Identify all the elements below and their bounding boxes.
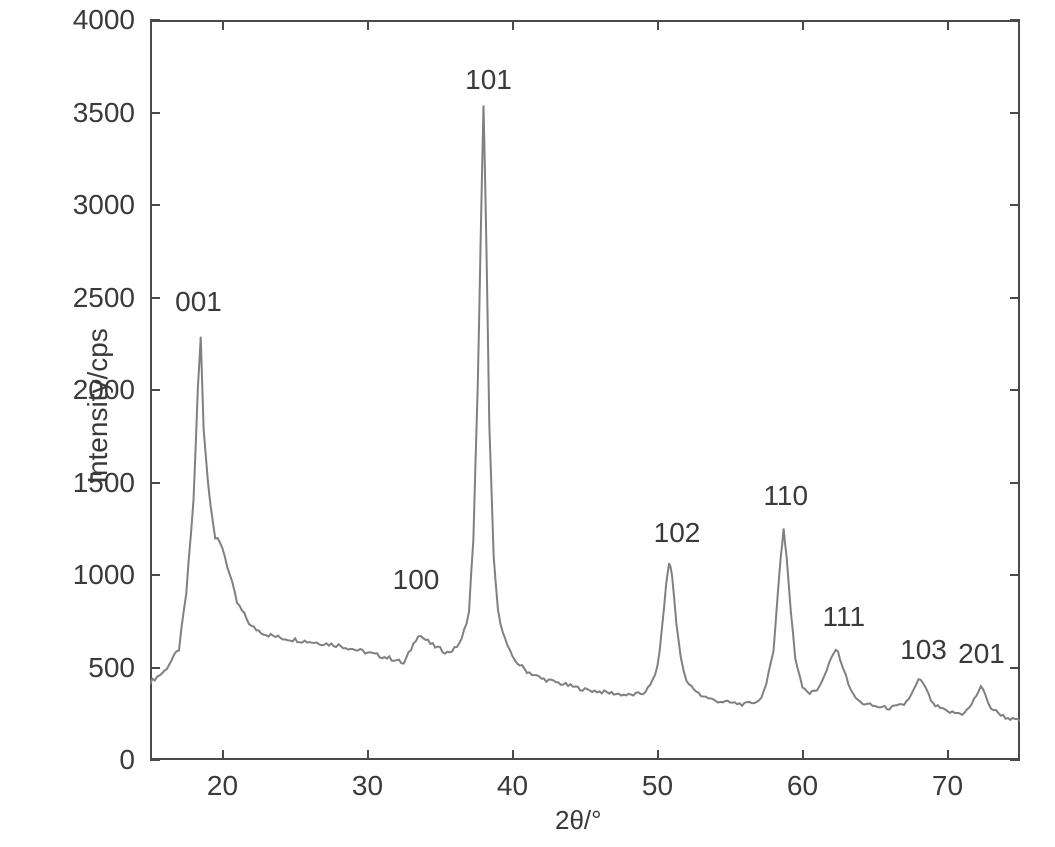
x-tick-mark [512,20,514,30]
y-tick-label: 500 [88,652,135,684]
y-tick-mark [150,19,160,21]
x-tick-label: 20 [203,770,243,802]
x-tick-mark [222,20,224,30]
data-curve [0,0,1055,847]
x-tick-mark [657,20,659,30]
y-tick-mark [1010,19,1020,21]
x-tick-mark [512,750,514,760]
x-tick-label: 70 [928,770,968,802]
y-tick-mark [1010,574,1020,576]
y-tick-mark [150,297,160,299]
y-tick-label: 0 [119,744,135,776]
peak-label: 100 [386,564,446,596]
x-tick-mark [802,20,804,30]
y-tick-label: 1500 [73,467,135,499]
x-tick-mark [802,750,804,760]
peak-label: 201 [952,638,1012,670]
x-tick-mark [367,20,369,30]
xrd-line [150,105,1020,721]
y-tick-mark [150,667,160,669]
y-tick-label: 2500 [73,282,135,314]
y-tick-mark [1010,389,1020,391]
x-tick-mark [657,750,659,760]
y-tick-mark [1010,112,1020,114]
y-tick-mark [1010,667,1020,669]
x-tick-label: 30 [348,770,388,802]
y-tick-label: 3500 [73,97,135,129]
y-tick-label: 1000 [73,559,135,591]
peak-label: 101 [459,64,519,96]
x-tick-label: 50 [638,770,678,802]
y-tick-mark [1010,759,1020,761]
peak-label: 103 [894,634,954,666]
y-tick-mark [1010,482,1020,484]
y-tick-mark [150,204,160,206]
x-tick-mark [367,750,369,760]
y-tick-mark [150,574,160,576]
x-tick-mark [947,20,949,30]
y-tick-mark [1010,297,1020,299]
y-tick-mark [150,482,160,484]
y-tick-label: 2000 [73,374,135,406]
x-tick-mark [222,750,224,760]
y-tick-mark [150,759,160,761]
peak-label: 102 [647,517,707,549]
xrd-chart: Intensity/cps 2θ/° 0 500 1000 1500 2000 2500 3… [0,0,1055,847]
y-tick-mark [150,389,160,391]
y-tick-label: 4000 [73,4,135,36]
peak-label: 001 [169,286,229,318]
peak-label: 111 [814,601,874,633]
x-tick-label: 40 [493,770,533,802]
y-axis-label: Intensity/cps [82,328,114,484]
y-tick-label: 3000 [73,189,135,221]
peak-label: 110 [756,480,816,512]
y-tick-mark [150,112,160,114]
x-tick-label: 60 [783,770,823,802]
y-tick-mark [1010,204,1020,206]
x-tick-mark [947,750,949,760]
x-axis-label: 2θ/° [555,805,602,836]
